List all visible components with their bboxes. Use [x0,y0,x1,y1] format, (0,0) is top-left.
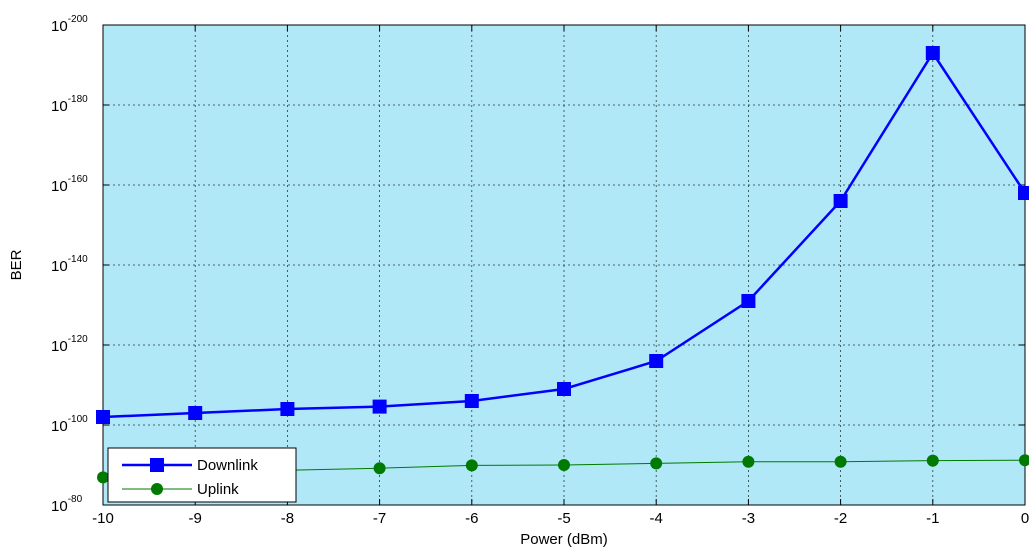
downlink-point [557,382,571,396]
y-tick-label: 10-160 [51,174,88,195]
uplink-point [742,455,755,468]
uplink-point [97,471,109,484]
legend-label: Downlink [197,457,258,474]
legend-marker-square [150,458,164,472]
uplink-point [650,457,663,470]
downlink-point [833,194,848,208]
downlink-point [464,394,479,408]
downlink-point [188,406,203,420]
legend: Downlink Uplink [107,447,297,503]
x-tick-label: -8 [281,510,294,527]
uplink-point [834,455,847,468]
y-axis-label: BER [8,249,25,280]
legend-item-uplink: Uplink [122,481,239,498]
series-downlink [96,46,1029,424]
y-tick-label: 10-140 [51,254,88,275]
y-tick-label: 10-120 [51,334,88,355]
legend-marker-circle [151,483,163,495]
uplink-point [465,459,478,472]
y-tick-label: 10-100 [51,414,88,435]
legend-item-downlink: Downlink [122,457,258,474]
x-tick-label: 0 [1021,510,1029,527]
y-tick-label: 10-180 [51,94,88,115]
uplink-point [373,462,386,475]
uplink-point [558,459,570,471]
x-tick-label: -3 [742,510,755,527]
x-tick-label: -7 [373,510,386,527]
uplink-point [926,454,939,467]
legend-label: Uplink [197,481,239,498]
x-tick-label: -5 [557,510,570,527]
x-tick-label: -2 [834,510,847,527]
downlink-point [925,46,940,60]
x-tick-label: -1 [926,510,939,527]
x-tick-label: -10 [92,510,114,527]
x-tick-label: -4 [650,510,663,527]
y-tick-label: 10-200 [51,14,88,35]
downlink-point [649,354,664,368]
x-axis-label: Power (dBm) [520,531,608,548]
x-tick-label: -6 [465,510,478,527]
y-axis-ticks: 10-80 10-100 10-120 10-140 10-160 10-180 10-20… [51,14,1025,515]
y-tick-label: 10-80 [51,494,83,515]
uplink-point [1019,454,1029,467]
legend-box [107,447,297,503]
downlink-point [280,402,295,416]
downlink-point [372,399,387,414]
downlink-point [96,410,110,424]
downlink-point [1018,186,1029,200]
x-tick-label: -9 [189,510,202,527]
downlink-point [741,294,756,308]
grid-lines [103,25,1025,505]
